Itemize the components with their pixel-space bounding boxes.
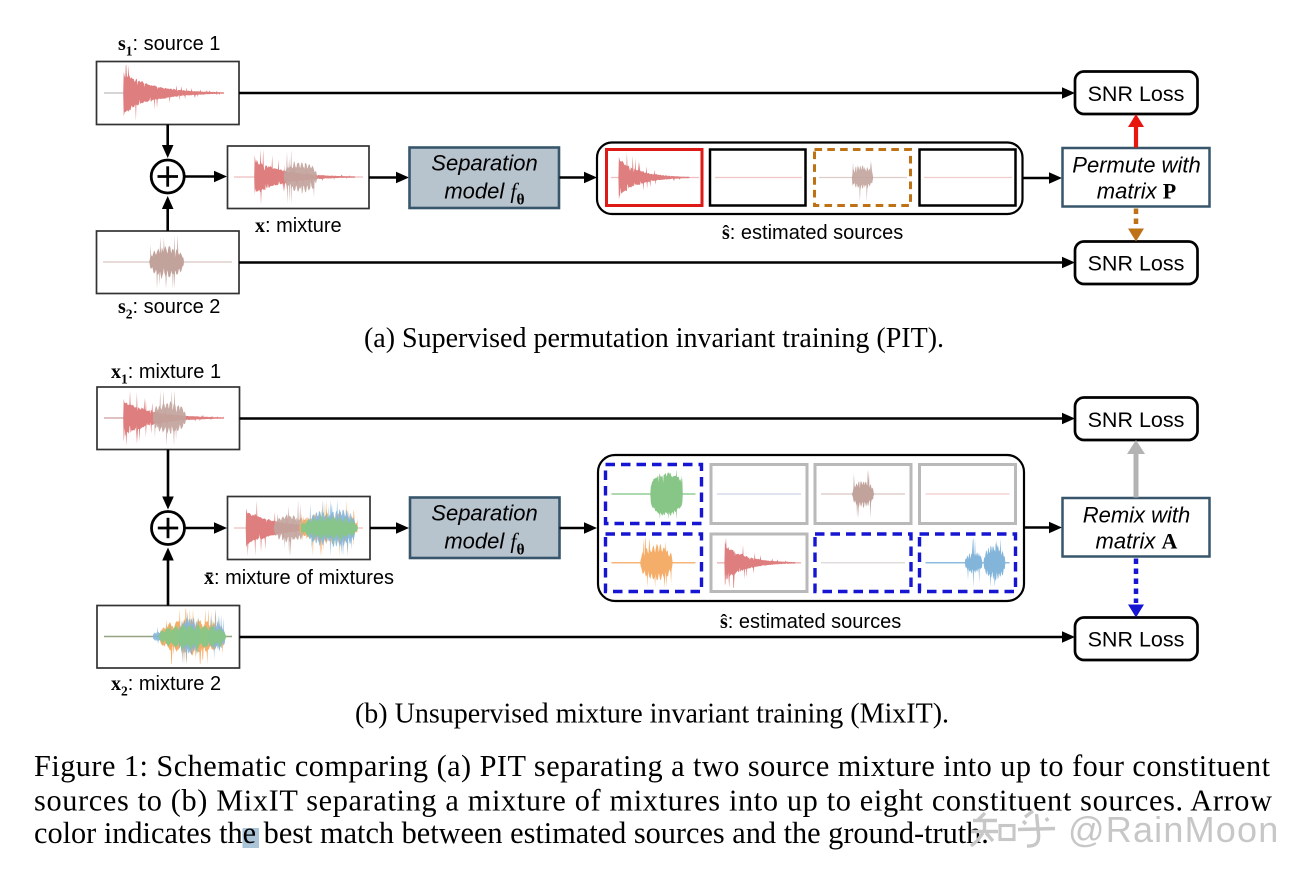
svg-text:Figure 1: Schematic comparing: Figure 1: Schematic comparing (a) PIT se… — [34, 749, 1271, 783]
svg-text:SNR Loss: SNR Loss — [1088, 628, 1185, 652]
svg-text:Permute with: Permute with — [1072, 153, 1200, 178]
svg-text:s2: source 2: s2: source 2 — [118, 296, 220, 322]
svg-text:ŝ: estimated sources: ŝ: estimated sources — [722, 222, 903, 244]
svg-text:color indicates the best match: color indicates the best match between e… — [34, 816, 989, 850]
svg-text:@RainMoon: @RainMoon — [1068, 809, 1279, 850]
svg-text:x̄: mixture of mixtures: x̄: mixture of mixtures — [204, 567, 394, 589]
svg-text:SNR Loss: SNR Loss — [1088, 252, 1185, 276]
svg-text:s1: source 1: s1: source 1 — [118, 33, 220, 59]
svg-text:matrix P: matrix P — [1097, 179, 1176, 204]
svg-text:x1: mixture 1: x1: mixture 1 — [111, 361, 221, 387]
svg-text:SNR Loss: SNR Loss — [1088, 408, 1185, 432]
svg-text:x: mixture: x: mixture — [255, 215, 342, 237]
svg-text:Remix with: Remix with — [1083, 503, 1191, 528]
svg-text:(b) Unsupervised mixture invar: (b) Unsupervised mixture invariant train… — [355, 699, 949, 730]
svg-text:Separation: Separation — [431, 501, 537, 526]
svg-text:(a) Supervised permutation inv: (a) Supervised permutation invariant tra… — [364, 323, 944, 354]
svg-text:SNR Loss: SNR Loss — [1088, 82, 1185, 106]
svg-text:matrix A: matrix A — [1096, 529, 1178, 554]
svg-text:Separation: Separation — [431, 151, 537, 176]
svg-text:sources to (b) MixIT separatin: sources to (b) MixIT separating a mixtur… — [34, 784, 1272, 818]
svg-text:ŝ: estimated sources: ŝ: estimated sources — [720, 611, 901, 633]
svg-text:x2: mixture 2: x2: mixture 2 — [111, 673, 221, 699]
